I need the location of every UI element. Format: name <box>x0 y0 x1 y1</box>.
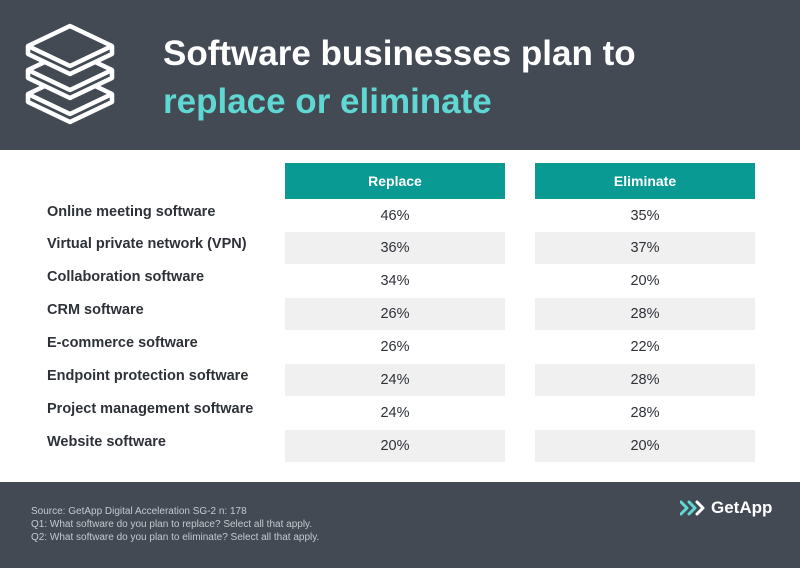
row-label: Endpoint protection software <box>47 368 249 384</box>
question-1-note: Q1: What software do you plan to replace… <box>31 519 313 530</box>
footer: Source: GetApp Digital Acceleration SG-2… <box>0 482 800 568</box>
question-2-note: Q2: What software do you plan to elimina… <box>31 532 320 543</box>
table-row: Project management software 24% 28% <box>0 397 800 429</box>
eliminate-value: 35% <box>630 208 660 224</box>
column-header-eliminate: Eliminate <box>535 163 755 199</box>
replace-value: 26% <box>380 339 410 355</box>
eliminate-value: 37% <box>535 232 755 264</box>
replace-value: 24% <box>285 364 505 396</box>
table-row: Endpoint protection software 24% 28% <box>0 364 800 396</box>
table-row: Online meeting software 46% 35% <box>0 200 800 232</box>
row-label: CRM software <box>47 302 144 318</box>
row-label: Website software <box>47 434 166 450</box>
row-label: Virtual private network (VPN) <box>47 236 247 252</box>
eliminate-value: 28% <box>535 298 755 330</box>
brand-name: GetApp <box>711 498 773 517</box>
eliminate-value: 28% <box>630 405 660 421</box>
replace-value: 26% <box>285 298 505 330</box>
source-note: Source: GetApp Digital Acceleration SG-2… <box>31 506 247 517</box>
replace-value: 20% <box>285 430 505 462</box>
header-banner: Software businesses plan to replace or e… <box>0 0 800 150</box>
layers-icon <box>25 23 115 125</box>
replace-value: 34% <box>380 273 410 289</box>
data-table: Replace Eliminate Online meeting softwar… <box>0 150 800 482</box>
eliminate-value: 28% <box>535 364 755 396</box>
eliminate-value: 20% <box>535 430 755 462</box>
replace-value: 46% <box>380 208 410 224</box>
table-row: E-commerce software 26% 22% <box>0 331 800 363</box>
column-header-replace: Replace <box>285 163 505 199</box>
table-row: Virtual private network (VPN) 36% 37% <box>0 232 800 264</box>
page-title: Software businesses plan to <box>163 34 636 73</box>
replace-value: 24% <box>380 405 410 421</box>
row-label: Online meeting software <box>47 204 216 220</box>
row-label: E-commerce software <box>47 335 198 351</box>
getapp-logo: GetApp <box>680 498 772 518</box>
table-row: CRM software 26% 28% <box>0 298 800 330</box>
page-title-highlight: replace or eliminate <box>163 82 492 121</box>
replace-value: 36% <box>285 232 505 264</box>
eliminate-value: 20% <box>630 273 660 289</box>
row-label: Project management software <box>47 401 254 417</box>
table-row: Collaboration software 34% 20% <box>0 265 800 297</box>
row-label: Collaboration software <box>47 269 205 285</box>
getapp-chevrons-icon <box>680 500 705 516</box>
eliminate-value: 22% <box>630 339 660 355</box>
table-row: Website software 20% 20% <box>0 430 800 462</box>
